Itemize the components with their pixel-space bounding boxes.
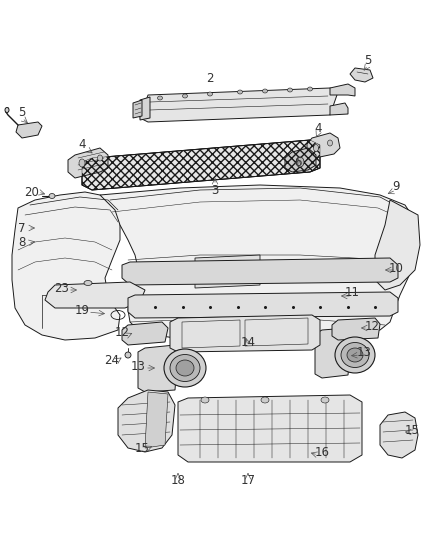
Text: 4: 4 bbox=[314, 122, 322, 134]
Polygon shape bbox=[145, 392, 168, 448]
Text: 4: 4 bbox=[78, 139, 86, 151]
Ellipse shape bbox=[261, 397, 269, 403]
Polygon shape bbox=[330, 84, 355, 96]
Text: 2: 2 bbox=[206, 71, 214, 85]
Text: 5: 5 bbox=[364, 53, 372, 67]
Text: 11: 11 bbox=[345, 287, 360, 300]
Text: 15: 15 bbox=[405, 424, 420, 437]
Polygon shape bbox=[178, 395, 362, 462]
Ellipse shape bbox=[5, 108, 9, 112]
Text: 17: 17 bbox=[240, 473, 255, 487]
Ellipse shape bbox=[262, 89, 268, 93]
Ellipse shape bbox=[314, 144, 318, 151]
Polygon shape bbox=[100, 185, 418, 340]
Ellipse shape bbox=[328, 140, 332, 146]
Ellipse shape bbox=[335, 337, 375, 373]
Ellipse shape bbox=[164, 349, 206, 387]
Polygon shape bbox=[380, 412, 418, 458]
Text: 20: 20 bbox=[25, 185, 39, 198]
Ellipse shape bbox=[79, 159, 85, 167]
Text: 6: 6 bbox=[294, 156, 302, 168]
Text: 19: 19 bbox=[74, 303, 89, 317]
Text: 14: 14 bbox=[240, 336, 255, 350]
Polygon shape bbox=[330, 103, 348, 115]
Ellipse shape bbox=[341, 343, 369, 367]
Text: 9: 9 bbox=[392, 180, 400, 192]
Polygon shape bbox=[82, 140, 320, 190]
Polygon shape bbox=[170, 315, 320, 352]
Ellipse shape bbox=[237, 90, 243, 94]
Text: 15: 15 bbox=[134, 441, 149, 455]
Text: 23: 23 bbox=[55, 281, 70, 295]
Polygon shape bbox=[138, 345, 178, 392]
Ellipse shape bbox=[347, 348, 363, 362]
Polygon shape bbox=[122, 322, 168, 345]
Text: 16: 16 bbox=[314, 447, 329, 459]
Ellipse shape bbox=[84, 280, 92, 286]
Ellipse shape bbox=[98, 155, 102, 161]
Text: 8: 8 bbox=[18, 237, 26, 249]
Text: 13: 13 bbox=[131, 359, 145, 373]
Polygon shape bbox=[140, 97, 150, 120]
Polygon shape bbox=[118, 390, 175, 452]
Text: 5: 5 bbox=[18, 107, 26, 119]
Polygon shape bbox=[122, 258, 398, 285]
Polygon shape bbox=[128, 292, 398, 318]
Polygon shape bbox=[285, 148, 316, 172]
Text: 13: 13 bbox=[357, 346, 371, 359]
Polygon shape bbox=[16, 122, 42, 138]
Ellipse shape bbox=[307, 87, 312, 91]
Ellipse shape bbox=[296, 157, 304, 167]
Text: 10: 10 bbox=[389, 262, 403, 274]
Polygon shape bbox=[140, 88, 338, 122]
Polygon shape bbox=[68, 148, 108, 178]
Text: 3: 3 bbox=[211, 183, 219, 197]
Ellipse shape bbox=[176, 360, 194, 376]
Polygon shape bbox=[332, 318, 380, 340]
Ellipse shape bbox=[183, 94, 187, 98]
Ellipse shape bbox=[49, 193, 55, 198]
Text: 12: 12 bbox=[364, 319, 379, 333]
Ellipse shape bbox=[321, 397, 329, 403]
Ellipse shape bbox=[125, 352, 131, 358]
Text: 18: 18 bbox=[170, 473, 185, 487]
Text: 12: 12 bbox=[114, 327, 130, 340]
Polygon shape bbox=[307, 133, 340, 158]
Polygon shape bbox=[375, 200, 420, 290]
Ellipse shape bbox=[201, 397, 209, 403]
Polygon shape bbox=[45, 282, 145, 308]
Ellipse shape bbox=[170, 354, 200, 382]
Polygon shape bbox=[315, 328, 352, 378]
Ellipse shape bbox=[158, 96, 162, 100]
Text: 7: 7 bbox=[18, 222, 26, 235]
Polygon shape bbox=[195, 255, 260, 288]
Ellipse shape bbox=[287, 88, 293, 92]
Polygon shape bbox=[12, 192, 120, 340]
Polygon shape bbox=[133, 100, 142, 118]
Text: 24: 24 bbox=[105, 353, 120, 367]
Polygon shape bbox=[350, 68, 373, 82]
Ellipse shape bbox=[208, 92, 212, 96]
